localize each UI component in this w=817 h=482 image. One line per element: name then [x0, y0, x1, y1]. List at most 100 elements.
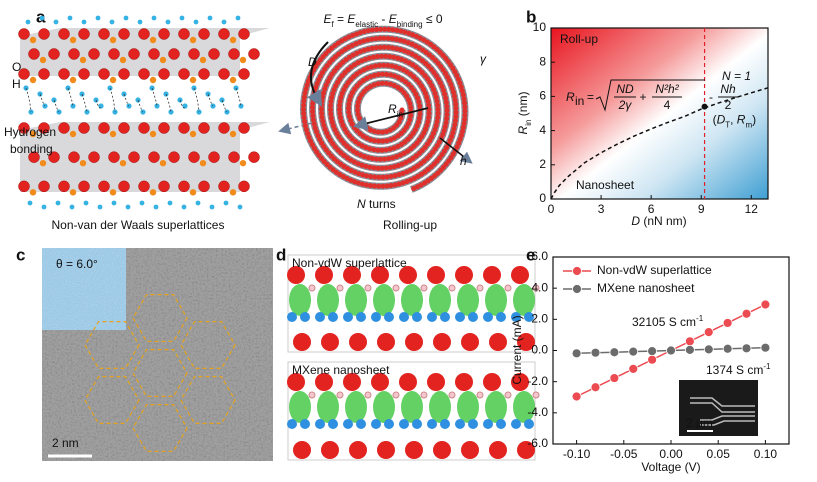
atom: [483, 373, 501, 391]
symbol: Rin: [388, 102, 403, 118]
atom-o: [118, 180, 130, 193]
y-tick-label: -2.0: [527, 374, 548, 388]
panel-label: c: [16, 245, 25, 264]
atom-o: [48, 48, 60, 60]
atom-h: [223, 200, 229, 206]
atom: [532, 284, 540, 292]
data-point: [760, 342, 771, 353]
annotation-part: turns: [366, 197, 396, 211]
legend-marker: [572, 284, 582, 294]
charge-density: [289, 391, 311, 423]
charge-density: [289, 284, 311, 316]
x-tick-label: 0.05: [707, 447, 731, 461]
hydrogen-bond: [165, 93, 172, 113]
atom-h: [195, 200, 201, 206]
atom: [399, 266, 417, 284]
atom-metal: [79, 159, 87, 167]
atom-metal: [39, 56, 47, 64]
legend-marker: [572, 266, 582, 276]
atom-o: [238, 180, 250, 193]
atom-o: [118, 68, 130, 80]
atom: [349, 441, 367, 459]
atom-h: [55, 200, 61, 206]
atom-h: [123, 15, 129, 21]
hydrogen-bond: [81, 93, 88, 113]
atom-o: [248, 48, 260, 60]
point-label-part: m: [745, 120, 752, 129]
charge-density: [373, 284, 395, 316]
data-point: [703, 327, 714, 338]
x-tick-label: 9: [698, 202, 705, 216]
atom-metal: [119, 159, 127, 167]
atom-metal: [39, 159, 47, 167]
atom: [300, 312, 310, 322]
atom-h: [98, 103, 104, 109]
data-point: [722, 318, 733, 328]
hydrogen-bond: [179, 99, 186, 109]
atom: [412, 312, 422, 322]
data-point: [628, 346, 639, 357]
formula-part: Nh: [720, 82, 736, 96]
atom-h: [53, 19, 59, 25]
atom: [328, 419, 338, 429]
atom: [448, 284, 456, 292]
atom: [371, 419, 381, 429]
panel-label: d: [276, 245, 286, 264]
data-point: [722, 343, 733, 354]
x-tick-label: -0.10: [563, 447, 591, 461]
point-label: (DT, Rm): [713, 113, 757, 129]
atom-h: [207, 15, 213, 21]
atom-o: [78, 122, 90, 134]
data-point: [609, 347, 620, 358]
atom-metal: [149, 189, 157, 196]
atom-o: [58, 180, 70, 193]
atom: [405, 333, 423, 351]
atom-label: O: [12, 60, 21, 74]
atom: [364, 391, 372, 399]
atom: [433, 333, 451, 351]
symbol: D: [308, 55, 317, 69]
atom: [315, 419, 325, 429]
atom-h: [83, 200, 89, 206]
charge-density: [373, 391, 395, 423]
charge-density: [401, 284, 423, 316]
atom-o: [158, 180, 170, 193]
atom-metal: [29, 189, 37, 196]
atom: [511, 373, 529, 391]
atom-o: [158, 28, 170, 40]
annotation-part: -1: [696, 314, 704, 323]
atom-metal: [189, 76, 197, 84]
charge-density: [401, 391, 423, 423]
series-line: [550, 87, 769, 200]
atom-h: [70, 103, 76, 109]
atom: [517, 441, 535, 459]
hydrogen-bond: [53, 99, 60, 113]
critical-point: [701, 103, 708, 110]
atom-metal: [239, 56, 247, 64]
atom-o: [18, 28, 30, 40]
charge-density: [429, 391, 451, 423]
atom: [511, 266, 529, 284]
atom-metal: [29, 130, 37, 138]
hexagon: [180, 321, 236, 369]
atom: [504, 284, 512, 292]
atom: [336, 391, 344, 399]
annotation: 32105 S cm-1: [632, 314, 704, 330]
atom-o: [38, 180, 50, 193]
atom-h: [154, 103, 160, 109]
atom: [427, 312, 437, 322]
formula-part: 2γ: [618, 98, 633, 112]
atom-o: [18, 68, 30, 80]
y-tick-label: 0.0: [531, 343, 548, 357]
atom-metal: [189, 130, 197, 138]
atom: [308, 284, 316, 292]
atom-o: [78, 68, 90, 80]
atom-o: [188, 151, 200, 163]
hydrogen-bond: [221, 99, 228, 113]
atom-o: [218, 122, 230, 134]
charge-density: [457, 391, 479, 423]
atom-metal: [109, 189, 117, 196]
atom-h: [97, 204, 103, 210]
hydrogen-bond: [193, 87, 200, 113]
